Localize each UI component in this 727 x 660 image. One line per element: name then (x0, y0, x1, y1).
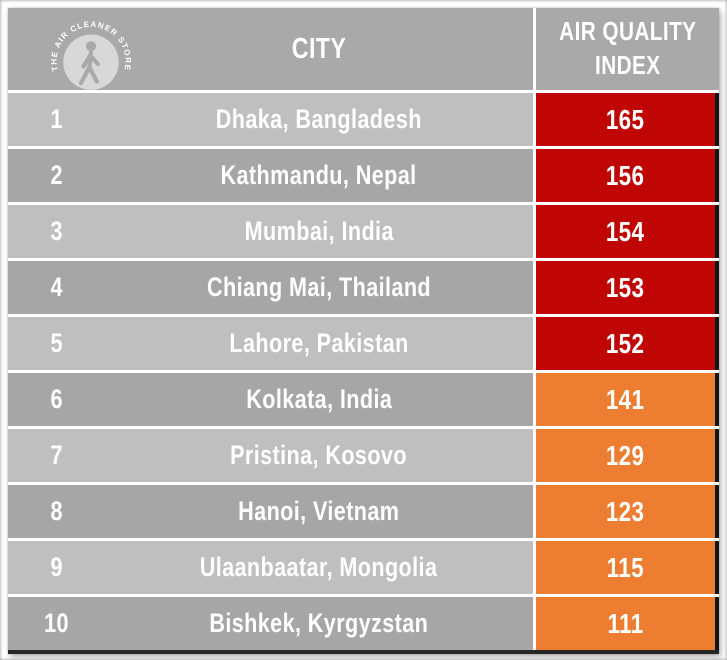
table-row: 10 Bishkek, Kyrgyzstan 111 (8, 597, 719, 650)
cell-text: Mumbai, India (244, 216, 394, 246)
cell-text: 3 (50, 216, 63, 246)
table-row: 5 Lahore, Pakistan 152 (8, 317, 719, 370)
cell-text: 115 (606, 551, 645, 583)
logo-cell: THE AIR CLEANER STORE (8, 8, 131, 90)
city-column-header: CITY (105, 8, 533, 90)
cell-text: 165 (606, 103, 645, 135)
rank-cell: 2 (8, 149, 105, 202)
city-cell: Hanoi, Vietnam (105, 485, 533, 538)
aqi-value-cell: 154 (536, 205, 719, 258)
aqi-value-cell: 123 (536, 485, 719, 538)
table-row: 8 Hanoi, Vietnam 123 (8, 485, 719, 538)
aqi-header-label: AIR QUALITY INDEX (558, 16, 697, 80)
city-cell: Dhaka, Bangladesh (105, 93, 533, 146)
cell-text: 152 (606, 327, 645, 359)
table-row: 9 Ulaanbaatar, Mongolia 115 (8, 541, 719, 594)
cell-text: 6 (50, 384, 63, 414)
table-row: 7 Pristina, Kosovo 129 (8, 429, 719, 482)
cell-text: 2 (50, 160, 63, 190)
cell-text: Pristina, Kosovo (230, 440, 408, 470)
rank-cell: 10 (8, 597, 105, 650)
cell-text: 7 (50, 440, 63, 470)
aqi-ranking-table: THE AIR CLEANER STORE CITY AIR QUALITY I… (8, 8, 719, 654)
aqi-value-cell: 111 (536, 597, 719, 650)
city-cell: Kathmandu, Nepal (105, 149, 533, 202)
cell-text: Dhaka, Bangladesh (215, 104, 423, 134)
rank-cell: 9 (8, 541, 105, 594)
cell-text: 5 (50, 328, 63, 358)
cell-text: Bishkek, Kyrgyzstan (209, 608, 429, 638)
city-cell: Pristina, Kosovo (105, 429, 533, 482)
cell-text: Kathmandu, Nepal (220, 160, 418, 190)
cell-text: Kolkata, India (245, 384, 393, 414)
city-header-label: CITY (291, 32, 347, 65)
aqi-value-cell: 156 (536, 149, 719, 202)
table-header-row: THE AIR CLEANER STORE CITY AIR QUALITY I… (8, 8, 719, 90)
aqi-value-cell: 115 (536, 541, 719, 594)
cell-text: 153 (606, 271, 645, 303)
cell-text: 8 (50, 496, 63, 526)
city-cell: Mumbai, India (105, 205, 533, 258)
city-cell: Ulaanbaatar, Mongolia (105, 541, 533, 594)
table-body: 1 Dhaka, Bangladesh 165 2 Kathmandu, Nep… (8, 93, 719, 650)
rank-cell: 5 (8, 317, 105, 370)
aqi-column-header: AIR QUALITY INDEX (536, 8, 719, 90)
city-cell: Lahore, Pakistan (105, 317, 533, 370)
air-cleaner-store-logo: THE AIR CLEANER STORE (50, 20, 131, 90)
rank-cell: 3 (8, 205, 105, 258)
cell-text: 123 (606, 495, 645, 527)
aqi-value-cell: 152 (536, 317, 719, 370)
cell-text: Lahore, Pakistan (229, 328, 409, 358)
rank-cell: 8 (8, 485, 105, 538)
cell-text: Chiang Mai, Thailand (206, 272, 431, 302)
cell-text: Ulaanbaatar, Mongolia (200, 552, 438, 582)
table-row: 1 Dhaka, Bangladesh 165 (8, 93, 719, 146)
cell-text: 1 (50, 104, 63, 134)
cell-text: 156 (606, 159, 645, 191)
table-row: 2 Kathmandu, Nepal 156 (8, 149, 719, 202)
rank-cell: 7 (8, 429, 105, 482)
cell-text: 154 (606, 215, 645, 247)
aqi-value-cell: 141 (536, 373, 719, 426)
cell-text: 111 (607, 607, 644, 639)
aqi-value-cell: 153 (536, 261, 719, 314)
table-row: 3 Mumbai, India 154 (8, 205, 719, 258)
aqi-value-cell: 165 (536, 93, 719, 146)
city-cell: Chiang Mai, Thailand (105, 261, 533, 314)
cell-text: 9 (50, 552, 63, 582)
cell-text: 129 (606, 439, 645, 471)
aqi-value-cell: 129 (536, 429, 719, 482)
rank-cell: 6 (8, 373, 105, 426)
city-cell: Bishkek, Kyrgyzstan (105, 597, 533, 650)
table-row: 6 Kolkata, India 141 (8, 373, 719, 426)
cell-text: 4 (50, 272, 63, 302)
table-row: 4 Chiang Mai, Thailand 153 (8, 261, 719, 314)
cell-text: 141 (606, 383, 645, 415)
rank-cell: 4 (8, 261, 105, 314)
cell-text: Hanoi, Vietnam (238, 496, 400, 526)
city-cell: Kolkata, India (105, 373, 533, 426)
walking-person-icon (78, 41, 100, 86)
rank-cell: 1 (8, 93, 105, 146)
cell-text: 10 (44, 608, 69, 638)
